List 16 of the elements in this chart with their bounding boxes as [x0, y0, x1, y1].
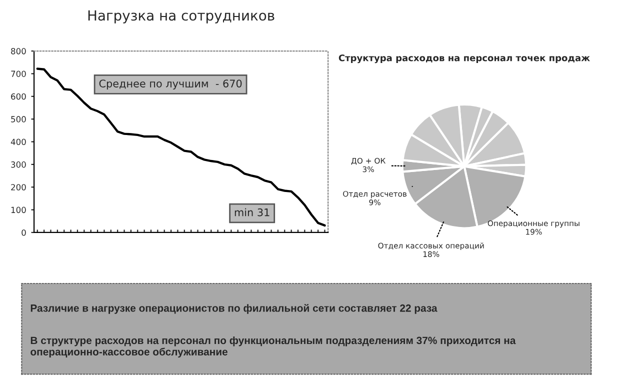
chart-title: Структура расходов на персонал точек продаж: [338, 54, 590, 64]
y-tick-label: 700: [11, 70, 26, 77]
y-tick-label: 600: [11, 93, 26, 100]
y-tick-label: 100: [11, 206, 26, 214]
y-tick-label: 200: [11, 184, 26, 190]
y-tick-label: 500: [11, 116, 26, 122]
annotation: Среднее по лучшим - 670: [99, 80, 242, 90]
y-tick-label: 0: [22, 229, 26, 236]
text: В структуре расходов на персонал по функциональным подразделениям 37% приходится на операционно-кассовое обслуживание: [30, 336, 516, 358]
line-series: [36, 68, 326, 227]
y-tick-label: 400: [10, 138, 26, 146]
text: Различие в нагрузке операционистов по филиальной сети составляет 22 раза: [30, 304, 438, 314]
annotation: min 31: [234, 208, 270, 216]
chart-title: Нагрузка на сотрудников: [88, 10, 274, 24]
y-tick-label: 800: [11, 48, 26, 54]
y-tick-label: 300: [11, 161, 26, 168]
